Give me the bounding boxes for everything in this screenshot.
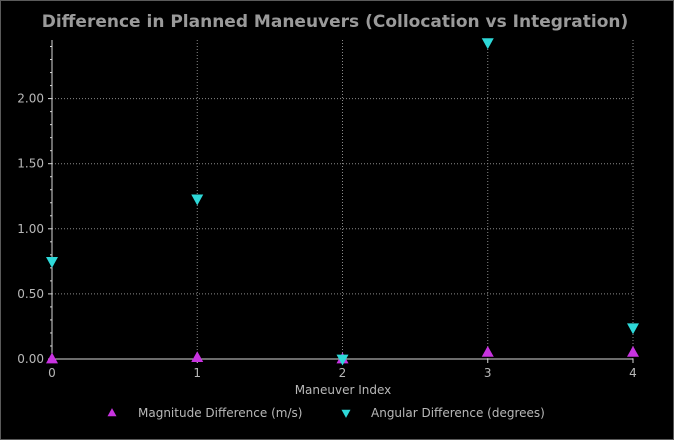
magnitude-point-4 (627, 346, 639, 357)
legend-label-angular: Angular Difference (degrees) (371, 406, 545, 420)
magnitude-point-1 (191, 351, 204, 363)
x-tick-label-3: 3 (484, 366, 492, 380)
y-tick-label-2: 1.00 (17, 222, 44, 236)
x-tick-label-2: 2 (339, 366, 347, 380)
legend-item-angular: Angular Difference (degrees) (341, 406, 545, 420)
angular-point-0 (46, 257, 58, 268)
x-tick-label-4: 4 (629, 366, 637, 380)
y-tick-label-0: 0.00 (17, 352, 44, 366)
legend-marker-magnitude (107, 408, 117, 417)
magnitude-point-3 (481, 346, 494, 357)
y-tick-label-1: 0.50 (17, 287, 44, 301)
legend-label-magnitude: Magnitude Difference (m/s) (138, 406, 302, 420)
y-tick-label-3: 1.50 (17, 157, 44, 171)
x-axis-label: Maneuver Index (295, 383, 392, 397)
data-points (46, 38, 639, 366)
y-tick-label-4: 2.00 (17, 92, 44, 106)
angular-point-1 (191, 194, 204, 206)
magnitude-point-0 (46, 352, 58, 364)
legend-item-magnitude: Magnitude Difference (m/s) (107, 406, 302, 420)
angular-point-3 (481, 38, 494, 50)
x-tick-label-0: 0 (48, 366, 56, 380)
x-tick-label-1: 1 (193, 366, 201, 380)
angular-point-4 (627, 323, 639, 335)
tick-labels: 0.00 0.50 1.00 1.50 2.00 0 1 2 3 4 (17, 92, 637, 380)
angular-point-2 (336, 354, 349, 366)
legend: Magnitude Difference (m/s) Angular Diffe… (107, 406, 545, 420)
chart-title: Difference in Planned Maneuvers (Colloca… (42, 12, 629, 32)
legend-marker-angular (341, 409, 351, 418)
grid-lines (52, 40, 634, 359)
axes (48, 40, 634, 363)
